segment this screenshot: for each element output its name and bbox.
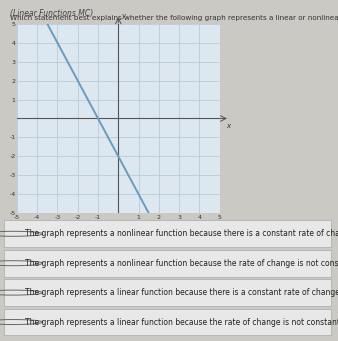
Text: The graph represents a linear function because the rate of change is not constan: The graph represents a linear function b… xyxy=(25,317,338,327)
Text: The graph represents a nonlinear function because there is a constant rate of ch: The graph represents a nonlinear functio… xyxy=(25,229,338,238)
FancyBboxPatch shape xyxy=(4,309,331,335)
Text: (Linear Functions MC): (Linear Functions MC) xyxy=(10,9,93,17)
Text: The graph represents a linear function because there is a constant rate of chang: The graph represents a linear function b… xyxy=(25,288,338,297)
Text: y: y xyxy=(121,13,125,19)
FancyBboxPatch shape xyxy=(4,250,331,277)
Text: Which statement best explains whether the following graph represents a linear or: Which statement best explains whether th… xyxy=(10,15,338,21)
Text: x: x xyxy=(226,123,230,129)
FancyBboxPatch shape xyxy=(4,221,331,247)
FancyBboxPatch shape xyxy=(4,279,331,306)
Text: The graph represents a nonlinear function because the rate of change is not cons: The graph represents a nonlinear functio… xyxy=(25,259,338,268)
